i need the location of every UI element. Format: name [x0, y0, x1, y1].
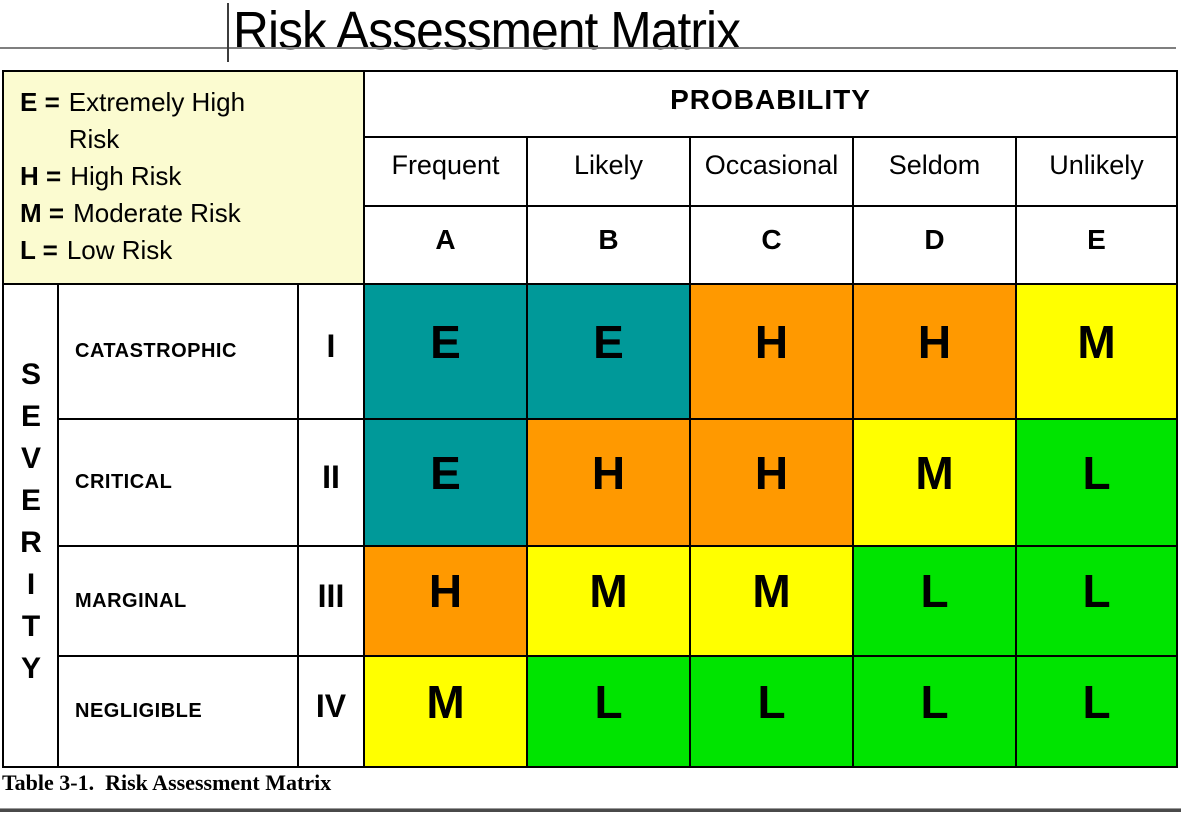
risk-cell-critical-frequent: E — [365, 420, 528, 547]
legend-label: Low Risk — [66, 235, 173, 265]
risk-cell-negligible-frequent: M — [365, 657, 528, 766]
legend-item-moderate: M = Moderate Risk — [20, 195, 357, 232]
probability-letter-a: A — [365, 207, 528, 285]
risk-cell-critical-likely: H — [528, 420, 691, 547]
severity-numeral-iii: III — [299, 547, 365, 657]
risk-cell-marginal-frequent: H — [365, 547, 528, 657]
probability-header: PROBABILITY — [365, 72, 1176, 138]
risk-cell-catastrophic-occasional: H — [691, 285, 854, 420]
risk-cell-catastrophic-seldom: H — [854, 285, 1017, 420]
legend-item-high: H = High Risk — [20, 158, 357, 195]
risk-cell-negligible-seldom: L — [854, 657, 1017, 766]
probability-column-likely: Likely — [528, 138, 691, 207]
severity-numeral-i: I — [299, 285, 365, 420]
severity-row-label-catastrophic: CATASTROPHIC — [59, 285, 299, 420]
probability-letter-b: B — [528, 207, 691, 285]
risk-legend: E = Extremely High Risk H = High Risk M … — [4, 72, 365, 285]
severity-row-label-negligible: NEGLIGIBLE — [59, 657, 299, 766]
legend-key: H = — [20, 161, 62, 191]
severity-numeral-iv: IV — [299, 657, 365, 766]
risk-cell-catastrophic-likely: E — [528, 285, 691, 420]
severity-numeral-ii: II — [299, 420, 365, 547]
legend-key: M = — [20, 198, 65, 228]
legend-key: E = — [20, 87, 60, 117]
severity-axis-text: SEVERITY — [14, 357, 48, 694]
risk-cell-catastrophic-unlikely: M — [1017, 285, 1176, 420]
risk-cell-critical-seldom: M — [854, 420, 1017, 547]
page-title: Risk Assessment Matrix — [233, 1, 741, 61]
legend-label: High Risk — [70, 161, 182, 191]
legend-label: Extremely High Risk — [68, 87, 246, 154]
probability-letter-c: C — [691, 207, 854, 285]
risk-cell-marginal-seldom: L — [854, 547, 1017, 657]
risk-cell-negligible-likely: L — [528, 657, 691, 766]
probability-letter-d: D — [854, 207, 1017, 285]
risk-cell-negligible-unlikely: L — [1017, 657, 1176, 766]
legend-item-low: L = Low Risk — [20, 232, 357, 269]
risk-cell-marginal-occasional: M — [691, 547, 854, 657]
severity-axis-label: SEVERITY — [4, 285, 59, 766]
risk-assessment-matrix-table: E = Extremely High Risk H = High Risk M … — [2, 70, 1178, 768]
title-underline — [0, 47, 1176, 49]
probability-column-seldom: Seldom — [854, 138, 1017, 207]
risk-cell-marginal-likely: M — [528, 547, 691, 657]
text-cursor-line — [227, 3, 229, 62]
probability-column-frequent: Frequent — [365, 138, 528, 207]
severity-row-label-critical: CRITICAL — [59, 420, 299, 547]
risk-cell-critical-unlikely: L — [1017, 420, 1176, 547]
bottom-rule — [0, 808, 1181, 812]
probability-column-unlikely: Unlikely — [1017, 138, 1176, 207]
risk-cell-negligible-occasional: L — [691, 657, 854, 766]
severity-row-label-marginal: MARGINAL — [59, 547, 299, 657]
risk-cell-critical-occasional: H — [691, 420, 854, 547]
legend-label: Moderate Risk — [73, 198, 241, 228]
risk-cell-catastrophic-frequent: E — [365, 285, 528, 420]
probability-column-occasional: Occasional — [691, 138, 854, 207]
risk-cell-marginal-unlikely: L — [1017, 547, 1176, 657]
probability-letter-e: E — [1017, 207, 1176, 285]
legend-key: L = — [20, 235, 58, 265]
table-caption: Table 3-1. Risk Assessment Matrix — [2, 770, 332, 795]
legend-item-extremely-high: E = Extremely High Risk — [20, 84, 357, 158]
